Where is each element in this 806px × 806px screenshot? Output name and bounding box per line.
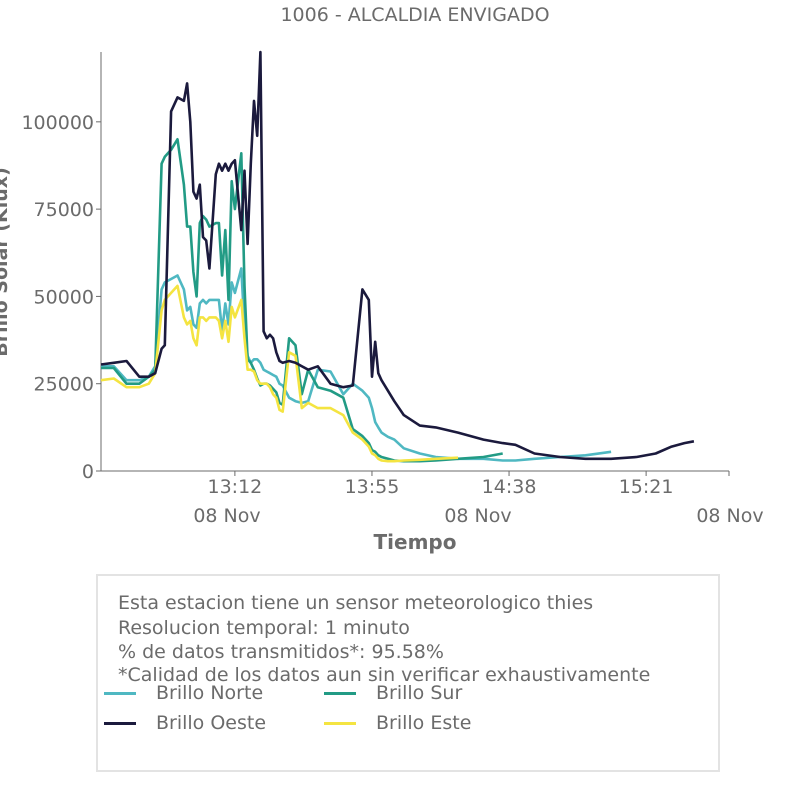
x-tick-label: 13:55	[345, 476, 400, 498]
series-line-brillo-norte	[101, 267, 612, 462]
legend-label-brillo-oeste: Brillo Oeste	[156, 712, 267, 734]
chart: 1006 - ALCALDIA ENVIGADO Brillo Solar (K…	[0, 4, 764, 554]
y-tick-label: 50000	[34, 286, 94, 308]
legend-label-brillo-sur: Brillo Sur	[376, 682, 463, 704]
y-tick-label: 100000	[21, 112, 94, 134]
y-tick-label: 0	[82, 461, 94, 483]
legend-item-brillo-norte: Brillo Norte	[104, 682, 263, 704]
legend-item-brillo-este: Brillo Este	[324, 712, 471, 734]
info-line-resolution: Resolucion temporal: 1 minuto	[118, 617, 410, 639]
y-tick-label: 75000	[34, 199, 94, 221]
x-tick-label: 14:38	[482, 476, 537, 498]
legend-swatch-brillo-oeste	[104, 721, 136, 725]
x-axis-label: Tiempo	[374, 530, 457, 554]
chart-title: 1006 - ALCALDIA ENVIGADO	[280, 4, 549, 26]
x-date-sublabel: 08 Nov	[444, 505, 511, 527]
x-date-sublabel: 08 Nov	[696, 505, 763, 527]
legend-swatch-brillo-sur	[324, 691, 356, 695]
x-tick-label: 15:21	[619, 476, 674, 498]
info-box: Esta estacion tiene un sensor meteorolog…	[96, 574, 720, 772]
info-line-quality: *Calidad de los datos aun sin verificar …	[118, 664, 651, 686]
legend-item-brillo-oeste: Brillo Oeste	[104, 712, 266, 734]
legend-label-brillo-norte: Brillo Norte	[156, 682, 264, 704]
y-tick-label: 25000	[34, 374, 94, 396]
legend-swatch-brillo-este	[324, 721, 356, 725]
series-line-brillo-este	[100, 284, 459, 463]
info-line-transmitted: % de datos transmitidos*: 95.58%	[118, 641, 444, 663]
x-tick-label: 13:12	[208, 476, 263, 498]
legend-item-brillo-sur: Brillo Sur	[324, 682, 462, 704]
series-line-brillo-oeste	[100, 50, 695, 461]
legend-label-brillo-este: Brillo Este	[376, 712, 472, 734]
legend-swatch-brillo-norte	[104, 691, 136, 695]
x-date-sublabel: 08 Nov	[193, 505, 260, 527]
y-axis-label: Brillo Solar (Klux)	[0, 167, 12, 357]
info-line-station: Esta estacion tiene un sensor meteorolog…	[118, 592, 594, 614]
